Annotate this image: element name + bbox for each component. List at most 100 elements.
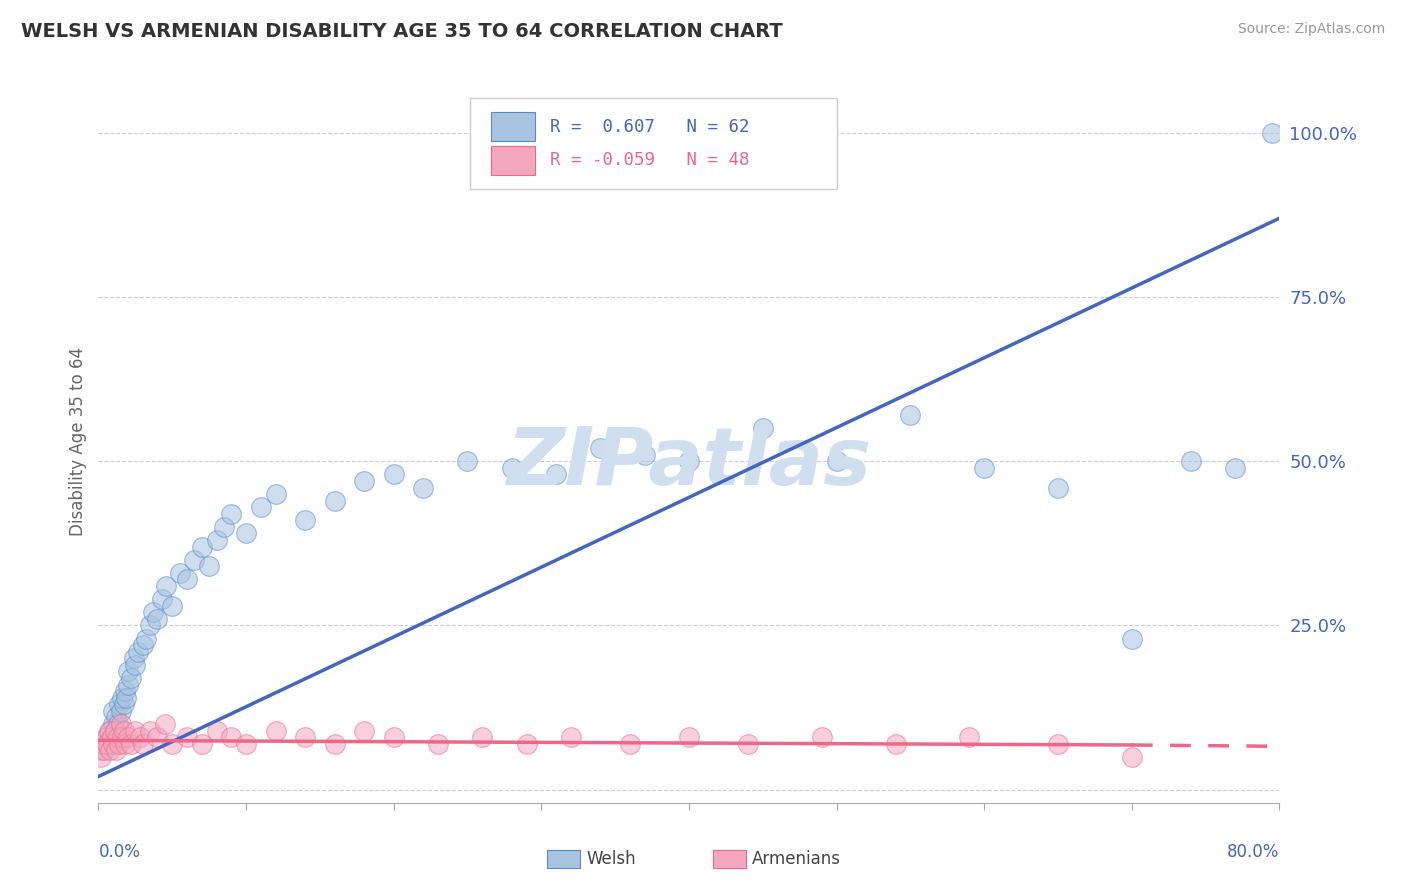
Point: [353, 474, 375, 488]
Point: [323, 493, 346, 508]
Point: [139, 618, 162, 632]
Point: [90, 749, 112, 764]
Point: [176, 573, 198, 587]
Point: [100, 730, 122, 744]
Point: [124, 657, 146, 672]
Point: [150, 592, 173, 607]
Text: Welsh: Welsh: [586, 850, 636, 868]
Point: [191, 737, 214, 751]
Text: R = -0.059   N = 48: R = -0.059 N = 48: [550, 151, 749, 169]
Point: [97, 723, 120, 738]
Point: [128, 730, 150, 744]
Point: [162, 599, 183, 613]
Text: R =  0.607   N = 62: R = 0.607 N = 62: [550, 118, 749, 136]
Point: [114, 684, 136, 698]
Point: [110, 704, 132, 718]
Point: [98, 723, 121, 738]
Point: [108, 737, 131, 751]
Point: [221, 507, 243, 521]
Point: [155, 579, 177, 593]
Text: WELSH VS ARMENIAN DISABILITY AGE 35 TO 64 CORRELATION CHART: WELSH VS ARMENIAN DISABILITY AGE 35 TO 6…: [21, 22, 783, 41]
Y-axis label: Disability Age 35 to 64: Disability Age 35 to 64: [69, 347, 87, 536]
Point: [294, 730, 316, 744]
Point: [752, 421, 775, 435]
Point: [169, 566, 191, 580]
Point: [634, 448, 657, 462]
Point: [619, 737, 641, 751]
Point: [120, 737, 142, 751]
Point: [264, 723, 287, 738]
Point: [162, 737, 183, 751]
Point: [104, 723, 127, 738]
Point: [516, 737, 538, 751]
Point: [212, 520, 235, 534]
Point: [153, 717, 176, 731]
Point: [191, 540, 214, 554]
Point: [103, 737, 125, 751]
Point: [90, 743, 112, 757]
Point: [560, 730, 582, 744]
Point: [457, 454, 479, 468]
Point: [122, 651, 145, 665]
Text: Armenians: Armenians: [752, 850, 841, 868]
Point: [264, 487, 287, 501]
Point: [250, 500, 273, 515]
Point: [112, 723, 135, 738]
Point: [108, 698, 131, 712]
Point: [117, 665, 139, 679]
Point: [176, 730, 198, 744]
Point: [825, 454, 848, 468]
Point: [546, 467, 568, 482]
Point: [132, 638, 155, 652]
Point: [93, 743, 115, 757]
FancyBboxPatch shape: [471, 98, 837, 189]
Point: [117, 677, 139, 691]
Point: [96, 737, 118, 751]
Text: Source: ZipAtlas.com: Source: ZipAtlas.com: [1237, 22, 1385, 37]
Point: [146, 612, 169, 626]
Point: [1046, 481, 1070, 495]
Point: [183, 553, 205, 567]
Point: [427, 737, 450, 751]
Point: [96, 730, 118, 744]
Point: [104, 723, 127, 738]
Point: [111, 730, 134, 744]
Text: ZIPatlas: ZIPatlas: [506, 425, 872, 502]
Point: [105, 743, 128, 757]
Text: 80.0%: 80.0%: [1227, 843, 1279, 861]
Point: [1261, 126, 1284, 140]
Point: [294, 513, 316, 527]
Point: [117, 730, 139, 744]
Point: [98, 743, 121, 757]
Point: [132, 737, 155, 751]
Point: [959, 730, 981, 744]
Point: [97, 737, 120, 751]
Point: [127, 645, 149, 659]
Point: [900, 409, 922, 423]
Point: [221, 730, 243, 744]
Point: [884, 737, 907, 751]
Point: [107, 730, 129, 744]
Point: [973, 460, 995, 475]
Point: [412, 481, 434, 495]
Point: [120, 671, 142, 685]
Point: [235, 737, 257, 751]
Point: [139, 723, 162, 738]
Point: [107, 717, 129, 731]
Point: [678, 454, 700, 468]
Point: [1121, 632, 1143, 646]
Point: [382, 467, 405, 482]
Point: [105, 710, 128, 724]
Point: [100, 730, 122, 744]
Bar: [491, 112, 536, 141]
Point: [135, 632, 157, 646]
Point: [198, 559, 221, 574]
Point: [111, 690, 134, 705]
Point: [589, 441, 612, 455]
Point: [94, 730, 117, 744]
Point: [103, 704, 125, 718]
Point: [1225, 460, 1247, 475]
Point: [501, 460, 523, 475]
Point: [678, 730, 700, 744]
Point: [110, 717, 132, 731]
